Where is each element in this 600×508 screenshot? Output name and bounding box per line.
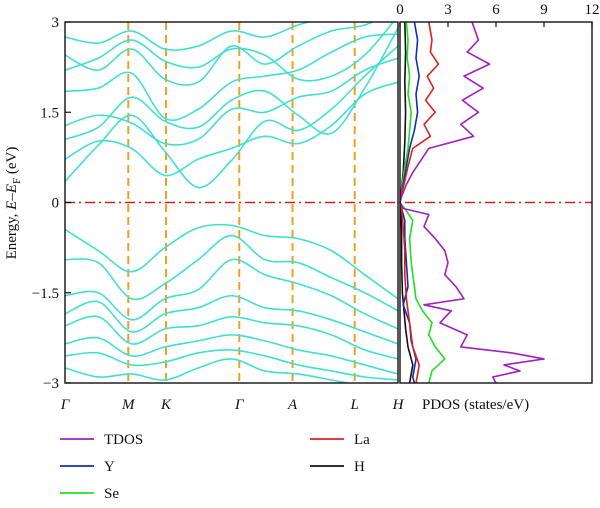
k-point-label: K — [160, 397, 172, 413]
legend-label: La — [354, 432, 370, 448]
band-line — [65, 258, 398, 330]
band-line — [65, 234, 398, 312]
band-line — [65, 358, 352, 383]
k-point-label: H — [392, 397, 405, 413]
legend: TDOS Y Se La H — [60, 432, 370, 502]
bands-group — [65, 22, 398, 383]
ylabel-part: – — [4, 193, 20, 202]
ylabel-part: Energy, — [4, 210, 20, 260]
pdos-panel: 0 3 6 9 12 — [396, 2, 600, 384]
band-line — [65, 349, 398, 381]
x-tick-label: 9 — [540, 2, 548, 18]
legend-label: Y — [104, 459, 115, 475]
band-line — [65, 45, 398, 189]
x-tick-label: 0 — [396, 2, 404, 18]
legend-label: TDOS — [104, 432, 143, 448]
x-axis-label: PDOS (states/eV) — [422, 397, 529, 413]
band-line — [65, 22, 311, 51]
x-tick-label: 6 — [492, 2, 500, 18]
band-line — [65, 81, 398, 177]
x-tick-label: 3 — [444, 2, 452, 18]
k-point-label: Γ — [60, 397, 71, 413]
pdos-line-tdos — [400, 22, 545, 383]
band-line — [65, 33, 398, 122]
x-tick-label: 12 — [585, 2, 600, 18]
ylabel-part: E — [4, 201, 20, 211]
k-point-label: A — [287, 397, 298, 413]
band-line — [65, 315, 398, 360]
k-point-label: Γ — [234, 397, 245, 413]
y-tick-label: 3 — [52, 15, 60, 31]
band-structure-panel: 31.50−1.5−3Γ M K Γ A L H — [32, 15, 592, 413]
band-line — [65, 57, 398, 146]
y-tick-label: −3 — [43, 376, 59, 392]
y-tick-label: 0 — [52, 196, 60, 212]
ylabel-part: E — [4, 184, 20, 194]
y-tick-label: 1.5 — [40, 105, 59, 121]
k-point-label: M — [121, 397, 136, 413]
y-tick-label: −1.5 — [32, 286, 59, 302]
band-line — [65, 22, 395, 82]
band-line — [65, 334, 398, 375]
ylabel-part: F — [11, 178, 23, 184]
legend-label: H — [354, 459, 365, 475]
k-point-label: L — [350, 397, 359, 413]
legend-label: Se — [104, 486, 119, 502]
band-line — [65, 27, 398, 141]
pdos-line-la — [400, 22, 440, 383]
ylabel-part: (eV) — [4, 147, 20, 178]
band-line — [65, 22, 375, 86]
y-axis-label: Energy, E–EF (eV) — [4, 147, 23, 260]
band-line — [65, 294, 398, 345]
pdos-curves — [400, 22, 545, 383]
band-line — [65, 223, 398, 300]
